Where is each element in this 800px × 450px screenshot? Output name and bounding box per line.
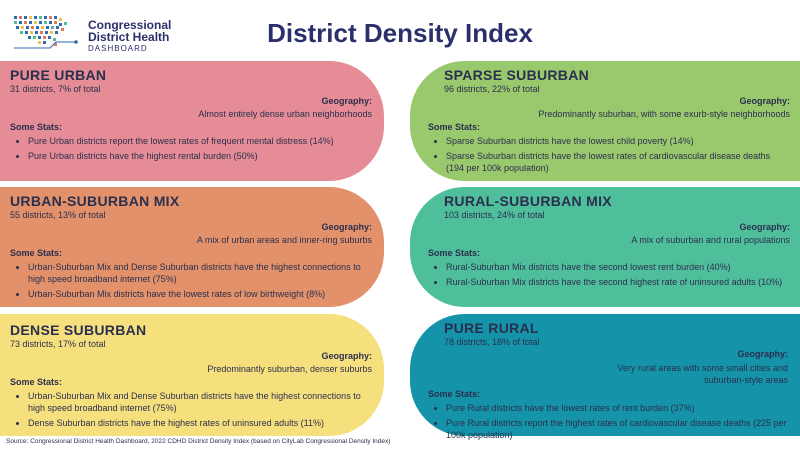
stat-item: Sparse Suburban districts have the lowes…: [446, 135, 790, 147]
stats-list: Pure Urban districts report the lowest r…: [10, 135, 372, 162]
cdhd-logo: Congressional District Health DASHBOARD: [10, 10, 180, 54]
geography-text: A mix of urban areas and inner-ring subu…: [196, 235, 372, 245]
stat-item: Pure Urban districts report the lowest r…: [28, 135, 372, 147]
stats-label: Some Stats:: [428, 248, 481, 258]
stats-list: Pure Rural districts have the lowest rat…: [428, 402, 788, 441]
card-title: RURAL-SUBURBAN MIX: [444, 193, 612, 209]
geography-label: Geography:: [321, 351, 372, 361]
stat-item: Urban-Suburban Mix and Dense Suburban di…: [28, 261, 372, 285]
geography-label: Geography:: [739, 96, 790, 106]
district-count: 96 districts, 22% of total: [444, 84, 540, 94]
card-title: URBAN-SUBURBAN MIX: [10, 193, 180, 209]
stat-item: Pure Urban districts have the highest re…: [28, 150, 372, 162]
stats-list: Urban-Suburban Mix and Dense Suburban di…: [10, 261, 372, 300]
district-count: 103 districts, 24% of total: [444, 210, 545, 220]
stats-list: Urban-Suburban Mix and Dense Suburban di…: [10, 390, 372, 429]
card-rural-suburban-mix: RURAL-SUBURBAN MIX 103 districts, 24% of…: [410, 187, 800, 307]
stats-label: Some Stats:: [10, 122, 63, 132]
stat-item: Dense Suburban districts have the highes…: [28, 417, 372, 429]
district-count: 55 districts, 13% of total: [10, 210, 106, 220]
logo-text: Congressional District Health DASHBOARD: [88, 19, 171, 55]
stat-item: Urban-Suburban Mix and Dense Suburban di…: [28, 390, 372, 414]
stat-item: Pure Rural districts report the highest …: [446, 417, 788, 441]
stats-label: Some Stats:: [428, 122, 481, 132]
district-count: 73 districts, 17% of total: [10, 339, 106, 349]
card-pure-rural: PURE RURAL 78 districts, 18% of total Ge…: [410, 314, 800, 440]
district-count: 78 districts, 18% of total: [444, 337, 540, 347]
geography-text: A mix of suburban and rural populations: [631, 235, 790, 245]
stats-list: Sparse Suburban districts have the lowes…: [428, 135, 790, 174]
page-title: District Density Index: [267, 18, 533, 48]
stat-item: Rural-Suburban Mix districts have the se…: [446, 261, 790, 273]
stats-label: Some Stats:: [10, 377, 63, 387]
geography-label: Geography:: [737, 349, 788, 359]
card-title: PURE RURAL: [444, 320, 539, 336]
card-title: SPARSE SUBURBAN: [444, 67, 590, 83]
card-title: DENSE SUBURBAN: [10, 322, 147, 338]
stats-list: Rural-Suburban Mix districts have the se…: [428, 261, 790, 288]
geography-text: Almost entirely dense urban neighborhood…: [198, 109, 372, 119]
card-title: PURE URBAN: [10, 67, 107, 83]
card-dense-suburban: DENSE SUBURBAN 73 districts, 17% of tota…: [0, 314, 384, 436]
district-count: 31 districts, 7% of total: [10, 84, 101, 94]
geography-label: Geography:: [739, 222, 790, 232]
stats-label: Some Stats:: [10, 248, 63, 258]
geography-text: Predominantly suburban, denser suburbs: [207, 364, 372, 374]
stat-item: Urban-Suburban Mix districts have the lo…: [28, 288, 372, 300]
card-urban-suburban-mix: URBAN-SUBURBAN MIX 55 districts, 13% of …: [0, 187, 384, 307]
stat-item: Pure Rural districts have the lowest rat…: [446, 402, 788, 414]
source-note: Source: Congressional District Health Da…: [6, 438, 391, 445]
card-pure-urban: PURE URBAN 31 districts, 7% of total Geo…: [0, 61, 384, 181]
card-sparse-suburban: SPARSE SUBURBAN 96 districts, 22% of tot…: [410, 61, 800, 181]
stat-item: Rural-Suburban Mix districts have the se…: [446, 276, 790, 288]
us-map-logo-icon: [14, 16, 78, 49]
logo-line-3: DASHBOARD: [88, 44, 148, 53]
logo-line-1: Congressional: [88, 18, 172, 32]
stat-item: Sparse Suburban districts have the lowes…: [446, 150, 790, 174]
geography-text: Very rural areas with some small cities …: [617, 363, 788, 385]
geography-label: Geography:: [321, 222, 372, 232]
stats-label: Some Stats:: [428, 389, 481, 399]
logo-line-2: District Health: [88, 30, 170, 44]
geography-label: Geography:: [321, 96, 372, 106]
geography-text: Predominantly suburban, with some exurb-…: [538, 109, 790, 119]
